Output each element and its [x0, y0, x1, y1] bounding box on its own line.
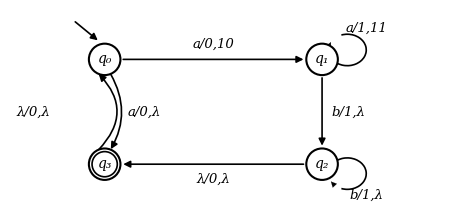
Text: q₁: q₁	[315, 52, 329, 66]
Text: a/0,λ: a/0,λ	[128, 105, 161, 118]
Text: b/1,λ: b/1,λ	[349, 189, 383, 202]
Text: a/0,10: a/0,10	[192, 38, 234, 51]
Text: q₂: q₂	[315, 157, 329, 171]
Text: q₀: q₀	[98, 52, 112, 66]
Text: a/1,11: a/1,11	[346, 22, 387, 34]
Text: λ/0,λ: λ/0,λ	[17, 105, 51, 118]
Ellipse shape	[306, 149, 338, 180]
Text: b/1,λ: b/1,λ	[332, 105, 366, 118]
Text: q₃: q₃	[98, 157, 112, 171]
Ellipse shape	[306, 44, 338, 75]
Ellipse shape	[89, 44, 120, 75]
Text: λ/0,λ: λ/0,λ	[196, 172, 230, 185]
Ellipse shape	[89, 149, 120, 180]
